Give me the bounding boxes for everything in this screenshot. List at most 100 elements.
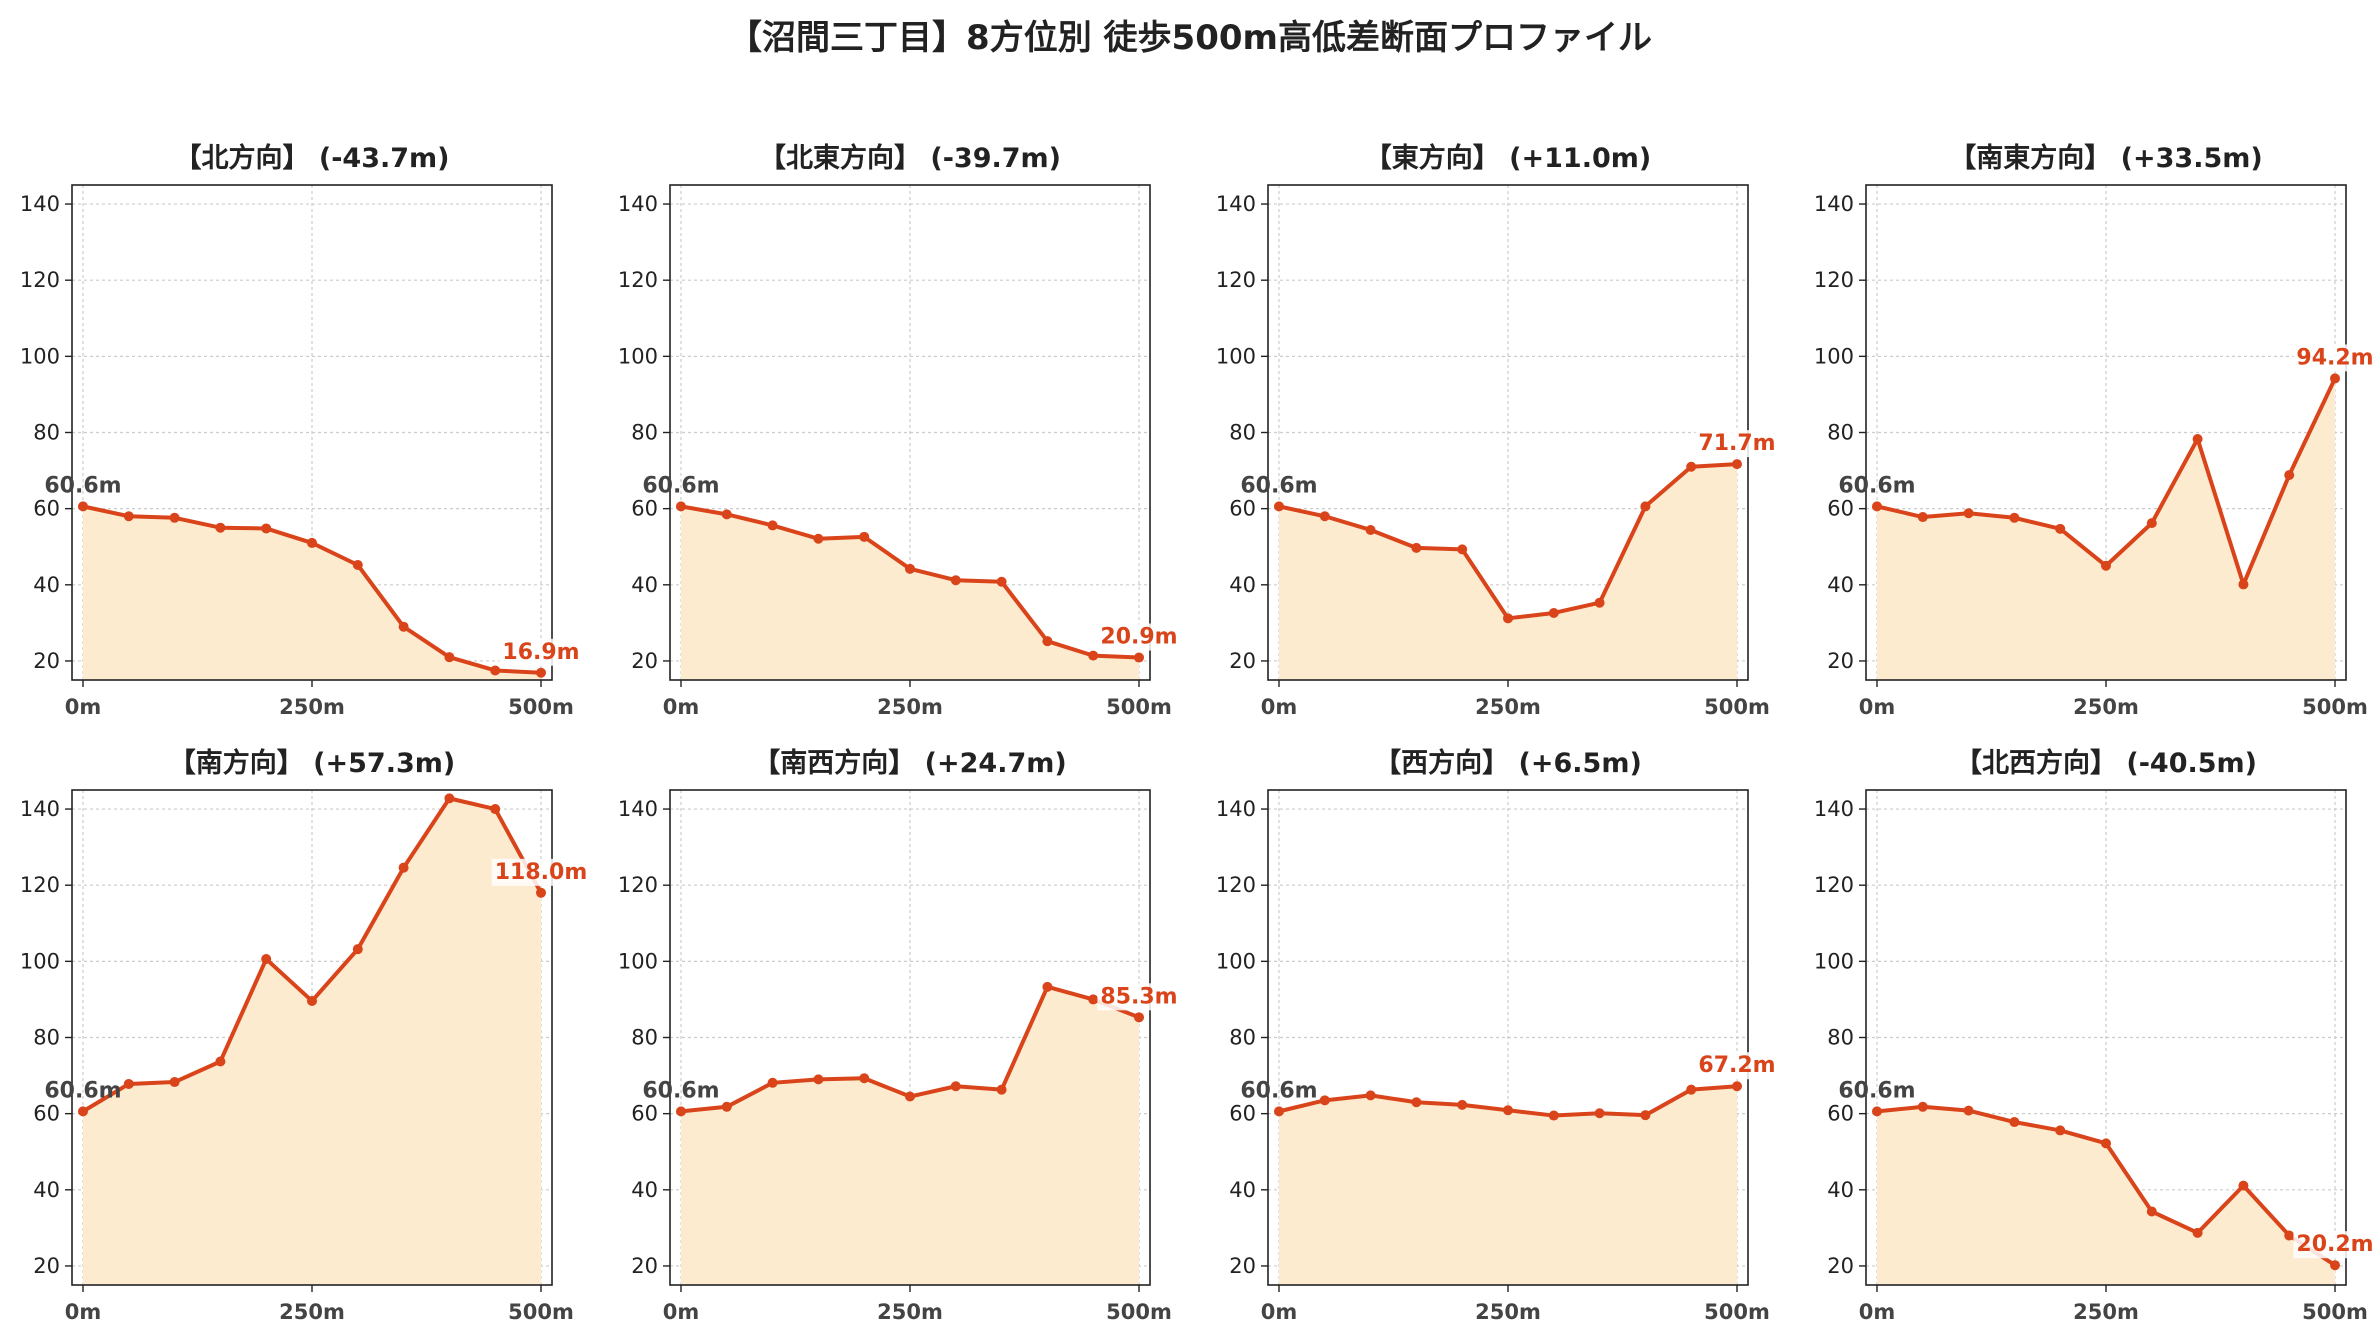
x-tick-label: 250m: [2073, 695, 2139, 719]
x-tick-label: 0m: [1261, 695, 1298, 719]
y-tick-label: 120: [618, 873, 658, 897]
y-tick-label: 60: [1229, 1102, 1256, 1126]
data-point: [215, 1056, 226, 1067]
data-point: [1963, 508, 1974, 519]
panel-0: 【北方向】 (-43.7m) 20 40 60 80 100 120 140 0m 250m 500…: [20, 142, 583, 719]
y-tick-label: 40: [1229, 1178, 1256, 1202]
data-point: [2009, 1117, 2020, 1128]
profile-area: [1278, 464, 1738, 680]
data-point: [1732, 459, 1743, 470]
x-tick-label: 0m: [663, 695, 700, 719]
y-tick-label: 20: [631, 649, 658, 673]
data-point: [2101, 1138, 2111, 1149]
x-tick-label: 500m: [508, 695, 574, 719]
end-elevation-label: 118.0m: [495, 860, 588, 885]
x-tick-label: 250m: [2073, 1300, 2139, 1324]
x-tick-label: 250m: [1475, 695, 1541, 719]
data-point: [2146, 1206, 2157, 1217]
panel-title: 【南東方向】 (+33.5m): [1949, 142, 2262, 174]
y-tick-label: 80: [1229, 421, 1256, 445]
end-label-backdrop: [1097, 983, 1181, 1011]
data-point: [123, 1078, 134, 1089]
data-point: [2192, 1227, 2203, 1238]
y-tick-label: 40: [1827, 1178, 1854, 1202]
data-point: [950, 1081, 961, 1092]
data-point: [1042, 636, 1053, 647]
x-tick-label: 500m: [1106, 695, 1172, 719]
y-tick-label: 20: [1827, 649, 1854, 673]
start-elevation-label: 60.6m: [642, 473, 719, 498]
y-tick-label: 120: [20, 268, 60, 292]
data-point: [1871, 1106, 1882, 1117]
end-label-backdrop: [1695, 1052, 1779, 1080]
panel-1: 【北東方向】 (-39.7m) 20 40 60 80 100 120 140 0m 250m 50…: [618, 142, 1181, 719]
panel-6: 【西方向】 (+6.5m) 20 40 60 80 100 120 140 0m 250m 500m…: [1216, 747, 1779, 1324]
data-point: [813, 533, 824, 544]
data-point: [1088, 994, 1099, 1005]
y-tick-label: 120: [1814, 268, 1854, 292]
data-point: [675, 1106, 686, 1117]
y-tick-label: 140: [618, 192, 658, 216]
x-tick-label: 250m: [877, 1300, 943, 1324]
data-point: [767, 1077, 778, 1088]
data-point: [444, 652, 455, 663]
data-point: [1686, 1084, 1697, 1095]
data-point: [536, 667, 547, 678]
y-tick-label: 80: [33, 1026, 60, 1050]
x-tick-label: 0m: [1859, 695, 1896, 719]
data-point: [2146, 518, 2157, 529]
data-point: [536, 887, 547, 898]
y-tick-label: 60: [631, 1102, 658, 1126]
data-point: [2055, 523, 2066, 534]
y-tick-label: 140: [1216, 797, 1256, 821]
data-point: [905, 1091, 915, 1102]
data-point: [1640, 1110, 1651, 1121]
y-tick-label: 40: [631, 573, 658, 597]
data-point: [1042, 981, 1053, 992]
y-tick-label: 80: [1229, 1026, 1256, 1050]
y-tick-label: 140: [20, 797, 60, 821]
y-tick-label: 100: [20, 949, 60, 973]
data-point: [1273, 501, 1284, 512]
x-tick-label: 250m: [877, 695, 943, 719]
x-tick-label: 250m: [1475, 1300, 1541, 1324]
data-point: [1640, 501, 1651, 512]
y-tick-label: 120: [20, 873, 60, 897]
data-point: [169, 512, 180, 523]
end-elevation-label: 20.9m: [1100, 625, 1177, 650]
profile-area: [1876, 378, 2336, 680]
data-point: [1594, 597, 1605, 608]
data-point: [77, 1106, 88, 1117]
end-label-backdrop: [1097, 623, 1181, 651]
y-tick-label: 120: [1216, 873, 1256, 897]
data-point: [813, 1074, 824, 1085]
end-label-backdrop: [2293, 1231, 2377, 1259]
start-elevation-label: 60.6m: [44, 473, 121, 498]
panel-title: 【南西方向】 (+24.7m): [753, 747, 1066, 779]
y-tick-label: 140: [618, 797, 658, 821]
panel-5: 【南西方向】 (+24.7m) 20 40 60 80 100 120 140 0m 250m 50…: [618, 747, 1181, 1324]
end-elevation-label: 94.2m: [2296, 345, 2373, 370]
data-point: [767, 520, 778, 531]
x-tick-label: 0m: [1261, 1300, 1298, 1324]
data-point: [859, 1073, 870, 1084]
y-tick-label: 140: [1814, 797, 1854, 821]
data-point: [950, 575, 961, 586]
data-point: [1365, 524, 1376, 535]
end-label-backdrop: [491, 858, 591, 886]
panel-title: 【北西方向】 (-40.5m): [1955, 747, 2257, 779]
y-tick-label: 80: [631, 421, 658, 445]
data-point: [490, 804, 501, 815]
end-elevation-label: 71.7m: [1698, 431, 1775, 456]
data-point: [996, 1084, 1007, 1095]
y-tick-label: 40: [1229, 573, 1256, 597]
y-tick-label: 140: [1814, 192, 1854, 216]
data-point: [1411, 542, 1422, 553]
data-point: [1365, 1090, 1376, 1101]
profile-area: [1278, 1086, 1738, 1285]
x-tick-label: 0m: [65, 1300, 102, 1324]
start-elevation-label: 60.6m: [1838, 1078, 1915, 1103]
y-tick-label: 20: [33, 649, 60, 673]
